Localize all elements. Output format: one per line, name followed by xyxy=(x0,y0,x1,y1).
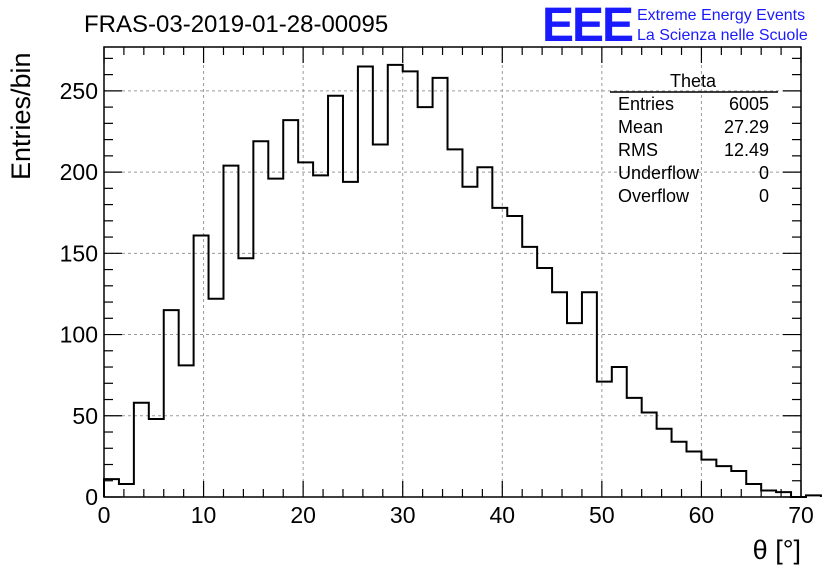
x-tick-label: 70 xyxy=(788,502,814,528)
x-tick-label: 60 xyxy=(689,502,715,528)
y-tick-label: 250 xyxy=(60,78,98,104)
stats-box-title: Theta xyxy=(670,71,717,91)
chart-title: FRAS-03-2019-01-28-00095 xyxy=(84,11,388,38)
stat-label: RMS xyxy=(618,140,658,160)
y-tick-label: 0 xyxy=(85,484,98,510)
y-tick-label: 50 xyxy=(72,403,98,429)
grid-lines xyxy=(104,47,801,497)
stat-value: 27.29 xyxy=(724,117,769,137)
x-tick-label: 40 xyxy=(489,502,515,528)
x-axis-title: θ [°] xyxy=(753,535,801,565)
x-tick-label: 30 xyxy=(390,502,416,528)
y-tick-label: 100 xyxy=(60,322,98,348)
eee-logo-mark: EEE xyxy=(542,0,633,52)
y-tick-label: 200 xyxy=(60,159,98,185)
stat-value: 0 xyxy=(759,163,769,183)
x-tick-label: 10 xyxy=(191,502,217,528)
x-tick-label: 0 xyxy=(98,502,111,528)
stat-label: Underflow xyxy=(618,163,700,183)
stat-value: 12.49 xyxy=(724,140,769,160)
stats-rows: Entries 6005 Mean 27.29 RMS 12.49 Underflow 0 Ov… xyxy=(618,94,769,206)
stat-value: 6005 xyxy=(729,94,769,114)
plot-frame xyxy=(103,46,802,498)
tick-labels: 0 10 20 30 40 50 60 70 0 50 100 150 200 250 xyxy=(60,78,814,528)
histogram-outline xyxy=(103,63,822,498)
stat-value: 0 xyxy=(759,186,769,206)
stat-label: Mean xyxy=(618,117,663,137)
stat-label: Entries xyxy=(618,94,674,114)
stat-label: Overflow xyxy=(618,186,690,206)
y-tick-label: 150 xyxy=(60,240,98,266)
logo-line-1: Extreme Energy Events xyxy=(637,7,805,24)
x-tick-label: 20 xyxy=(290,502,316,528)
logo-line-2: La Scienza nelle Scuole xyxy=(637,27,808,44)
y-axis-title: Entries/bin xyxy=(6,52,36,180)
x-tick-label: 50 xyxy=(589,502,615,528)
stats-box: Theta Entries 6005 Mean 27.29 RMS 12.49 Underf… xyxy=(610,71,778,206)
